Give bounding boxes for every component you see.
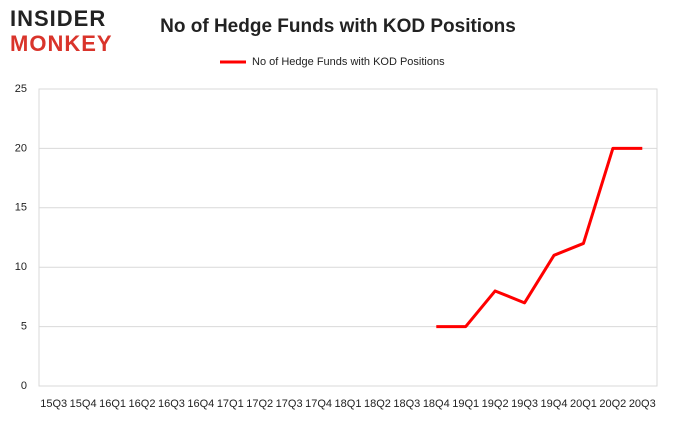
x-tick-label: 20Q1 <box>570 398 597 410</box>
x-tick-label: 18Q2 <box>364 398 391 410</box>
x-tick-label: 16Q4 <box>187 398 214 410</box>
y-tick-label: 0 <box>21 380 27 392</box>
x-tick-label: 16Q1 <box>99 398 126 410</box>
x-tick-label: 17Q1 <box>217 398 244 410</box>
y-tick-label: 5 <box>21 321 27 333</box>
x-tick-label: 18Q3 <box>393 398 420 410</box>
x-tick-label: 19Q2 <box>482 398 509 410</box>
x-tick-label: 20Q3 <box>629 398 656 410</box>
y-tick-label: 15 <box>15 202 27 214</box>
x-tick-label: 15Q3 <box>40 398 67 410</box>
x-tick-label: 17Q3 <box>276 398 303 410</box>
x-tick-label: 18Q4 <box>423 398 450 410</box>
x-tick-label: 19Q1 <box>452 398 479 410</box>
y-tick-label: 20 <box>15 142 27 154</box>
x-tick-label: 17Q2 <box>246 398 273 410</box>
x-tick-label: 18Q1 <box>335 398 362 410</box>
x-tick-label: 20Q2 <box>599 398 626 410</box>
y-tick-label: 25 <box>15 83 27 95</box>
logo-top: INSIDER <box>10 6 106 31</box>
x-tick-label: 15Q4 <box>70 398 97 410</box>
data-line <box>436 146 643 329</box>
x-tick-label: 17Q4 <box>305 398 332 410</box>
x-tick-label: 19Q4 <box>541 398 568 410</box>
x-tick-label: 16Q3 <box>158 398 185 410</box>
y-tick-label: 10 <box>15 261 27 273</box>
chart-title: No of Hedge Funds with KOD Positions <box>160 16 516 37</box>
legend-label: No of Hedge Funds with KOD Positions <box>252 56 445 68</box>
x-tick-label: 19Q3 <box>511 398 538 410</box>
x-tick-label: 16Q2 <box>129 398 156 410</box>
logo-bottom: MONKEY <box>10 31 113 56</box>
